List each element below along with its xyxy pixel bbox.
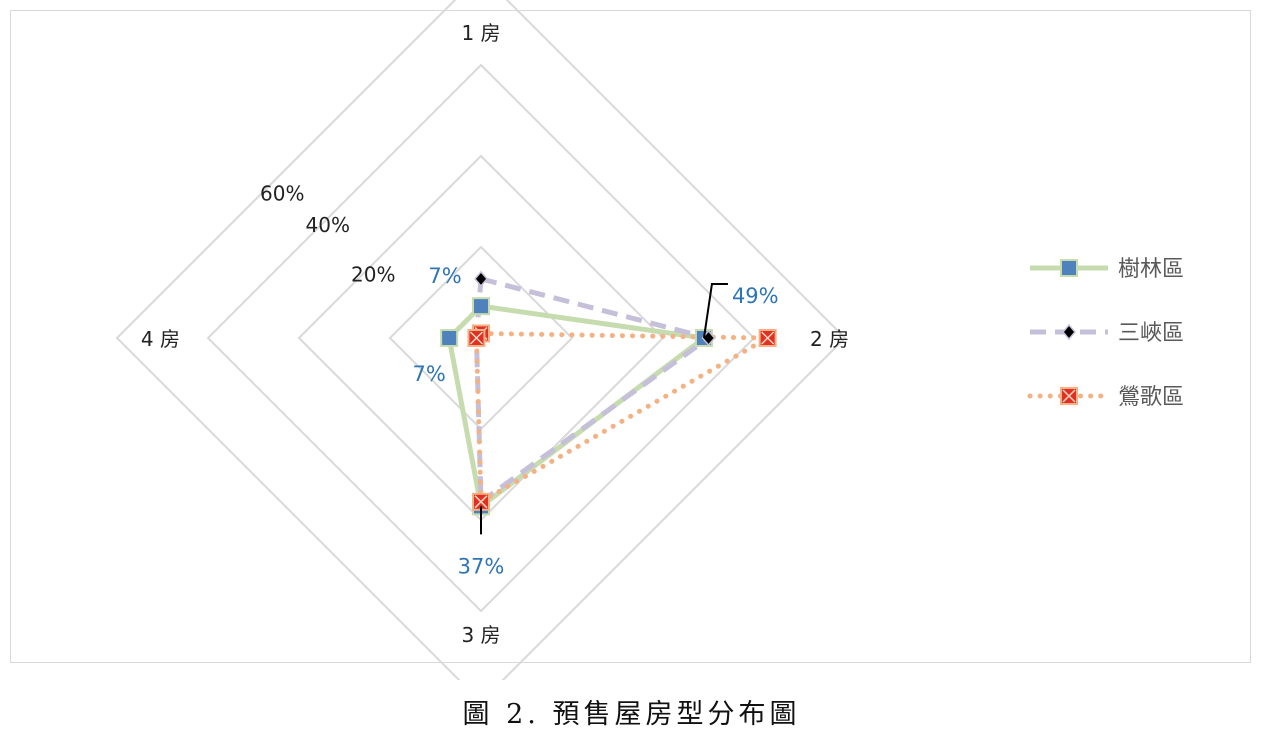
legend-marker-0 (1060, 259, 1078, 277)
legend-label: 樹林區 (1118, 257, 1184, 282)
legend-marker-2-x (1062, 389, 1076, 403)
data-label: 7% (412, 362, 445, 386)
leader-line (702, 283, 728, 339)
series-point-1 (474, 270, 488, 288)
tick-label: 40% (306, 213, 350, 237)
grid-ring (115, 0, 847, 680)
series-point-0 (440, 329, 459, 347)
series-point-2-x (469, 331, 483, 345)
grid-ring (206, 63, 756, 613)
data-label: 37% (458, 554, 505, 578)
axis-label: 1 房 (461, 21, 500, 45)
legend-label: 三峽區 (1118, 321, 1184, 346)
tick-label: 60% (260, 182, 304, 206)
data-label: 7% (428, 264, 461, 288)
series-point-2-x (474, 495, 488, 509)
legend-marker-1 (1062, 323, 1076, 341)
tick-label: 20% (351, 263, 395, 287)
axis-label: 4 房 (141, 327, 180, 351)
axis-label: 3 房 (461, 623, 500, 647)
data-label: 49% (732, 284, 779, 308)
figure-caption: 圖 2. 預售屋房型分布圖 (462, 699, 801, 730)
legend-label: 鶯歌區 (1118, 385, 1184, 410)
series-point-2-x (761, 331, 775, 345)
axis-label: 2 房 (810, 327, 849, 351)
series-point-0 (472, 297, 490, 316)
